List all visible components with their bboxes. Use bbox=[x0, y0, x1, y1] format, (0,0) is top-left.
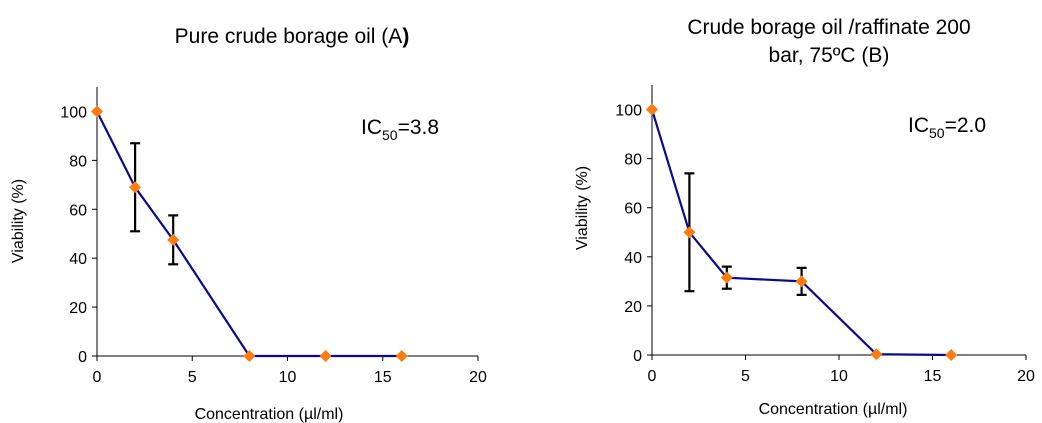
x-tick-label: 0 bbox=[648, 368, 657, 385]
y-tick-label: 40 bbox=[69, 251, 87, 268]
x-tick-label: 15 bbox=[924, 368, 942, 385]
y-axis-label: Viability (%) bbox=[574, 166, 591, 250]
chart-title-line-2: bar, 75ºC (B) bbox=[769, 44, 890, 67]
chart-panel-b: Crude borage oil /raffinate 200 bar, 75º… bbox=[574, 16, 1035, 418]
data-point bbox=[646, 103, 658, 116]
data-point bbox=[243, 350, 256, 362]
y-tick-label: 20 bbox=[624, 299, 642, 316]
y-tick-label: 100 bbox=[60, 104, 87, 121]
data-point bbox=[945, 349, 958, 361]
x-tick-label: 5 bbox=[188, 369, 197, 386]
x-tick-label: 15 bbox=[374, 369, 392, 386]
x-axis-label: Concentration (µl/ml) bbox=[195, 406, 344, 423]
x-tick-label: 10 bbox=[830, 368, 848, 385]
x-axis-label: Concentration (µl/ml) bbox=[759, 401, 908, 418]
data-point bbox=[720, 271, 733, 284]
y-tick-label: 40 bbox=[624, 250, 642, 267]
ic50-annotation: IC50=3.8 bbox=[361, 116, 439, 143]
chart-panel-a: Pure crude borage oil (A) IC50=3.8 Viabi… bbox=[10, 25, 487, 423]
y-tick-label: 0 bbox=[78, 349, 87, 366]
y-tick-label: 100 bbox=[615, 103, 642, 120]
series-line bbox=[650, 109, 952, 357]
data-point bbox=[795, 275, 808, 288]
y-axis-label: Viability (%) bbox=[10, 179, 27, 263]
data-point bbox=[319, 350, 332, 362]
y-tick-label: 0 bbox=[633, 348, 642, 365]
chart-title: Pure crude borage oil (A) bbox=[175, 25, 410, 48]
ic50-annotation: IC50=2.0 bbox=[908, 114, 986, 141]
data-point bbox=[167, 233, 180, 246]
data-point bbox=[683, 226, 696, 239]
data-point bbox=[91, 105, 103, 118]
y-tick-label: 60 bbox=[69, 202, 87, 219]
x-tick-label: 5 bbox=[741, 368, 750, 385]
data-point bbox=[129, 181, 142, 194]
data-point bbox=[870, 348, 883, 361]
data-point bbox=[395, 350, 408, 362]
x-tick-label: 0 bbox=[93, 369, 102, 386]
x-tick-label: 20 bbox=[1017, 368, 1035, 385]
y-tick-label: 20 bbox=[69, 300, 87, 317]
y-tick-label: 80 bbox=[624, 152, 642, 169]
x-tick-label: 10 bbox=[279, 369, 297, 386]
chart-title: Crude borage oil /raffinate 200 bbox=[687, 16, 970, 39]
y-tick-label: 80 bbox=[69, 153, 87, 170]
series-line bbox=[96, 110, 402, 358]
y-tick-label: 60 bbox=[624, 201, 642, 218]
x-tick-label: 20 bbox=[469, 369, 487, 386]
